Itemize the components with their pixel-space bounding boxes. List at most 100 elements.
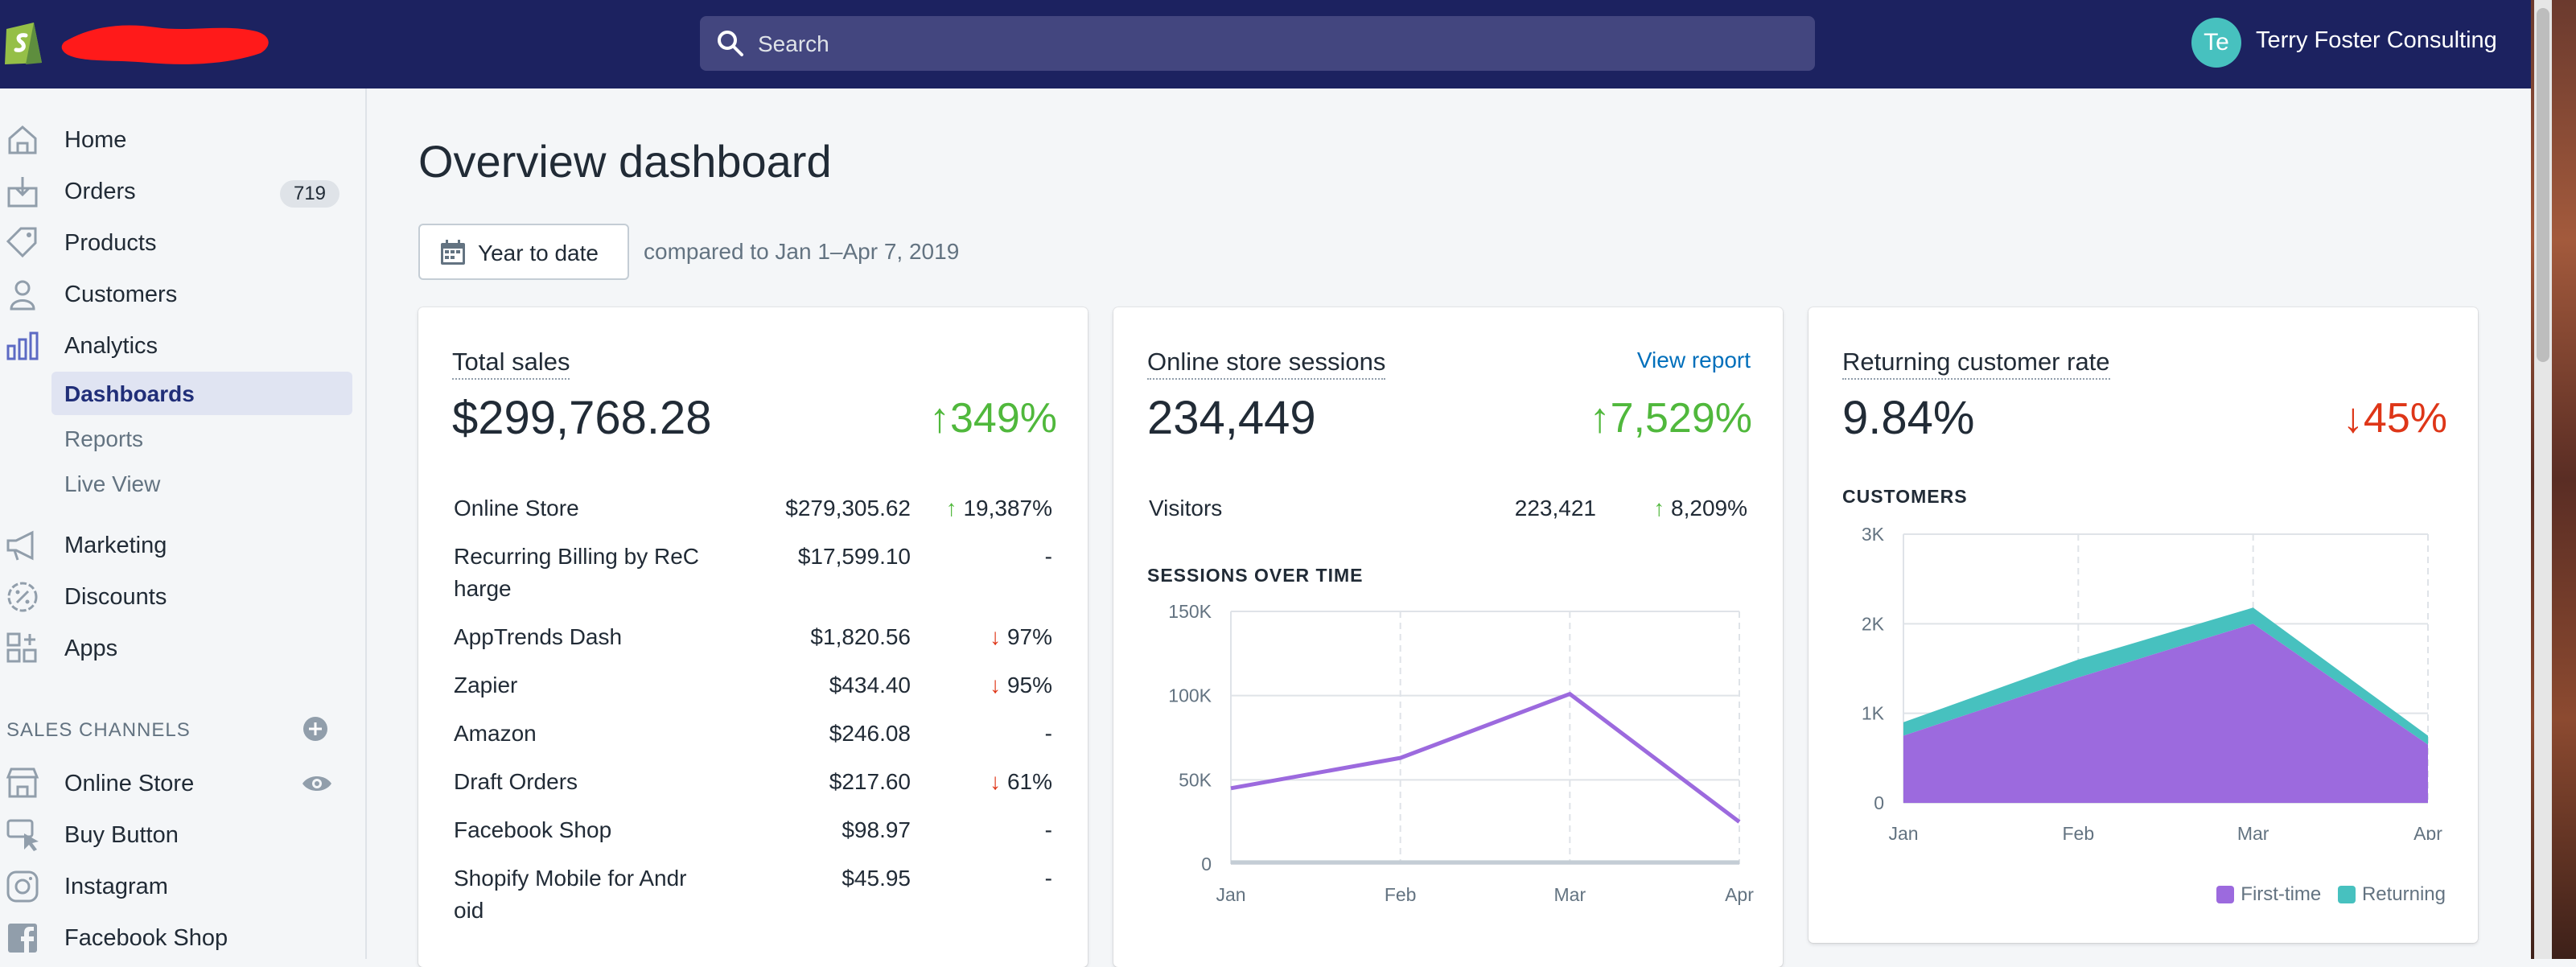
visitors-value: 223,421 — [1514, 496, 1596, 521]
orders-icon — [7, 177, 38, 208]
sales-row-name: Online Store — [454, 496, 579, 521]
customers-area-chart: 0 1K 2K 3K Jan Feb Mar Apr — [1862, 524, 2442, 840]
sidebar-item-label: Instagram — [64, 874, 168, 899]
date-range-label: Year to date — [478, 241, 599, 265]
x-tick-label: Mar — [2237, 823, 2269, 840]
card-title[interactable]: Online store sessions — [1147, 348, 1386, 380]
view-report-link[interactable]: View report — [1636, 348, 1751, 372]
scrollbar-thumb[interactable] — [2537, 8, 2549, 362]
date-range-button[interactable]: Year to date — [418, 224, 629, 280]
delta-value: - — [1044, 817, 1052, 842]
sidebar-item-discounts[interactable]: Discounts — [0, 574, 365, 619]
sessions-delta: ↑7,529% — [1590, 394, 1752, 442]
x-tick-label: Apr — [2413, 823, 2442, 840]
y-tick-label: 0 — [1874, 792, 1884, 813]
sidebar-item-label: Buy Button — [64, 822, 179, 848]
account-name[interactable]: Terry Foster Consulting — [2256, 27, 2497, 53]
sales-row-delta: - — [907, 866, 1052, 891]
arrow-up-icon: ↑ — [945, 496, 964, 521]
x-tick-label: Feb — [1385, 884, 1417, 905]
sidebar-item-label: Discounts — [64, 584, 167, 610]
sidebar-item-label: Facebook Shop — [64, 925, 228, 951]
sidebar-item-instagram[interactable]: Instagram — [0, 864, 365, 909]
arrow-up-icon: ↑ — [1653, 496, 1672, 521]
avatar[interactable]: Te — [2191, 18, 2241, 68]
sidebar-item-label: Reports — [64, 426, 144, 451]
sales-row-delta: ↓ 61% — [907, 769, 1052, 795]
sidebar-item-label: Customers — [64, 282, 178, 307]
search-input[interactable] — [756, 16, 1789, 72]
sidebar-item-live-view[interactable]: Live View — [51, 462, 352, 505]
sidebar-item-home[interactable]: Home — [0, 117, 365, 163]
sales-row-value: $98.97 — [842, 817, 911, 842]
sales-row-name: Draft Orders — [454, 769, 578, 794]
total-sales-card: Total sales $299,768.28 ↑349% Online Sto… — [418, 307, 1088, 967]
chart-title: CUSTOMERS — [1842, 486, 1968, 507]
sessions-line-chart: 0 50K 100K 150K Jan Feb Mar Apr — [1168, 601, 1754, 905]
compare-text: compared to Jan 1–Apr 7, 2019 — [644, 239, 960, 264]
apps-icon — [6, 632, 37, 663]
y-tick-label: 0 — [1201, 854, 1212, 874]
delta-value: - — [1044, 866, 1052, 891]
delta-value: 8,209% — [1671, 496, 1747, 521]
shopify-logo-icon[interactable] — [2, 18, 47, 68]
sales-row-value: $217.60 — [829, 769, 911, 794]
sidebar-item-facebook-shop[interactable]: Facebook Shop — [0, 916, 365, 961]
sales-row-value: $45.95 — [842, 866, 911, 891]
sidebar-item-reports[interactable]: Reports — [51, 417, 352, 460]
sales-row-delta: - — [907, 817, 1052, 843]
sidebar-item-online-store[interactable]: Online Store — [0, 761, 365, 806]
delta-value: 61% — [1006, 769, 1052, 794]
discount-icon — [7, 582, 38, 612]
delta-value: 97% — [1006, 624, 1052, 649]
sidebar-item-marketing[interactable]: Marketing — [0, 523, 365, 568]
sidebar-item-orders[interactable]: Orders 719 — [0, 169, 365, 214]
sales-row-delta: ↓ 97% — [907, 624, 1052, 650]
sidebar-item-dashboards[interactable]: Dashboards — [51, 372, 352, 415]
y-tick-label: 100K — [1168, 685, 1212, 706]
visitors-label: Visitors — [1149, 496, 1223, 521]
series-line — [1230, 692, 1741, 824]
sales-row-delta: ↓ 95% — [907, 673, 1052, 698]
sidebar-item-buy-button[interactable]: Buy Button — [0, 813, 365, 858]
legend-swatch — [2216, 886, 2235, 903]
sidebar-item-label: Orders — [64, 179, 136, 204]
x-tick-label: Feb — [2063, 823, 2095, 840]
buy-button-icon — [6, 819, 39, 851]
sidebar-item-apps[interactable]: Apps — [0, 626, 365, 671]
x-tick-label: Jan — [1888, 823, 1918, 840]
delta-value: 19,387% — [963, 496, 1052, 521]
chart-legend: First-time Returning — [2216, 883, 2446, 906]
bar-chart-icon — [6, 331, 39, 360]
tag-icon — [6, 227, 37, 258]
scrollbar[interactable] — [2534, 0, 2552, 959]
card-title[interactable]: Returning customer rate — [1842, 348, 2110, 380]
sidebar-item-label: Online Store — [64, 771, 195, 796]
legend-swatch — [2337, 886, 2356, 903]
sales-row-name: Recurring Billing by ReC harge — [454, 544, 700, 601]
delta-value: 349% — [950, 395, 1057, 442]
add-channel-icon[interactable] — [302, 716, 328, 742]
sales-row-name: Facebook Shop — [454, 817, 612, 842]
arrow-up-icon: ↑ — [1589, 395, 1611, 442]
sidebar-item-label: Dashboards — [64, 381, 195, 406]
sales-channels-heading: SALES CHANNELS — [6, 719, 191, 741]
sales-row-name: Zapier — [454, 673, 518, 697]
search-bar[interactable] — [700, 16, 1815, 72]
store-icon — [6, 767, 39, 798]
eye-icon[interactable] — [301, 771, 333, 796]
y-tick-label: 50K — [1179, 769, 1212, 790]
sidebar-item-products[interactable]: Products — [0, 220, 365, 265]
y-tick-label: 3K — [1862, 524, 1885, 545]
legend-label: First-time — [2241, 883, 2322, 905]
sidebar-item-customers[interactable]: Customers — [0, 272, 365, 317]
total-sales-delta: ↑349% — [929, 394, 1057, 442]
sidebar: Home Orders 719 Products Customers Analy… — [0, 88, 367, 959]
card-title[interactable]: Total sales — [452, 348, 570, 380]
sidebar-item-analytics[interactable]: Analytics — [0, 323, 365, 368]
returning-rate-delta: ↓45% — [2343, 394, 2447, 442]
megaphone-icon — [6, 530, 34, 561]
sidebar-item-label: Live View — [64, 471, 161, 496]
sales-row-delta: - — [907, 544, 1052, 570]
y-tick-label: 1K — [1862, 703, 1885, 724]
